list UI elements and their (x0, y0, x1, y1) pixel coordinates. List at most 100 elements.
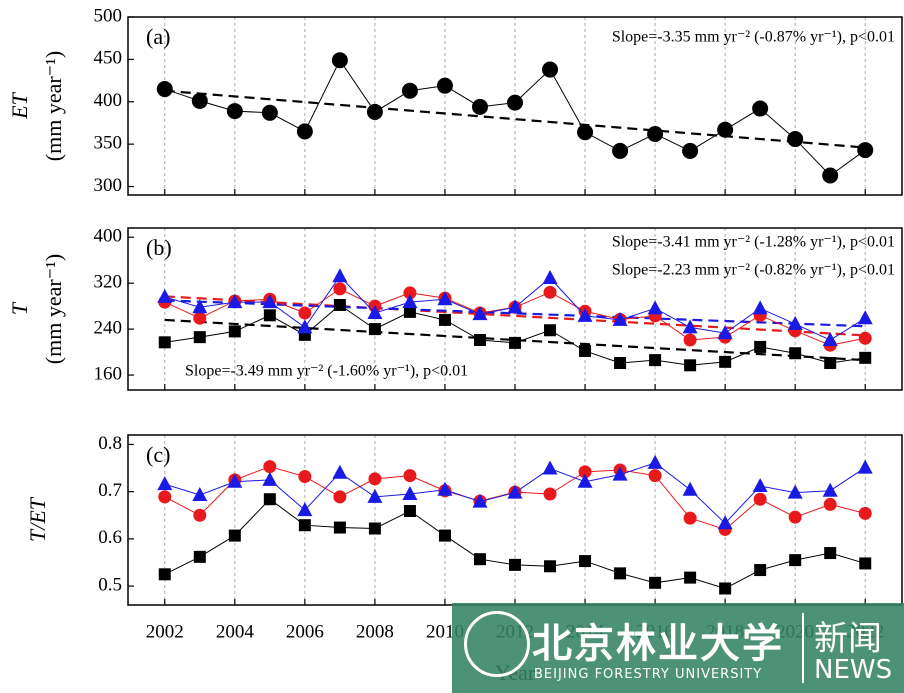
marker (577, 124, 594, 141)
marker (507, 484, 523, 499)
marker (263, 309, 276, 322)
marker (682, 142, 699, 159)
x-tick-label: 2008 (356, 621, 394, 642)
marker (472, 493, 488, 508)
marker (858, 506, 872, 520)
marker (298, 306, 312, 320)
marker (752, 478, 768, 492)
marker (227, 473, 243, 488)
marker (579, 555, 592, 568)
marker (719, 355, 732, 368)
marker (789, 347, 802, 360)
marker (789, 554, 802, 567)
marker (647, 300, 663, 315)
watermark-name: 北京林业大学 (532, 621, 784, 667)
marker (614, 567, 627, 580)
marker (649, 576, 662, 589)
marker (647, 454, 663, 469)
marker (228, 325, 241, 338)
marker (682, 319, 698, 334)
marker (193, 550, 206, 563)
marker (193, 331, 206, 344)
marker (332, 268, 348, 283)
marker (752, 100, 769, 117)
marker (368, 472, 382, 486)
marker (403, 286, 417, 300)
marker (787, 484, 803, 499)
marker (858, 331, 872, 345)
marker (156, 81, 173, 98)
marker (578, 465, 592, 479)
marker (717, 515, 733, 530)
marker (752, 300, 768, 315)
marker (192, 299, 208, 314)
marker (684, 359, 697, 372)
marker (577, 473, 593, 488)
marker (787, 315, 803, 330)
watermark: 北京林业大学 BEIJING FORESTRY UNIVERSITY 新闻 NE… (452, 603, 904, 693)
y-axis-label: T (7, 301, 32, 315)
marker (682, 481, 698, 496)
marker (543, 285, 557, 299)
marker (822, 482, 838, 497)
marker (263, 493, 276, 506)
marker (403, 305, 416, 318)
marker (717, 325, 733, 340)
marker (471, 98, 488, 115)
marker (647, 125, 664, 142)
y-tick-label: 240 (94, 317, 123, 338)
y-tick-label: 500 (94, 5, 123, 26)
marker (191, 92, 208, 109)
marker (859, 351, 872, 364)
marker (368, 522, 381, 535)
annotation: Slope=-3.41 mm yr⁻² (-1.28% yr⁻¹), p<0.0… (612, 234, 895, 251)
trend-line (164, 295, 866, 337)
marker (822, 332, 838, 347)
y-tick-label: 160 (94, 363, 123, 384)
marker (717, 121, 734, 138)
marker (193, 508, 207, 522)
y-tick-label: 300 (94, 175, 123, 196)
marker (297, 319, 313, 334)
marker (542, 460, 558, 475)
marker (753, 492, 767, 506)
marker (297, 502, 313, 517)
marker (754, 564, 767, 577)
y-axis-unit: (mm year⁻¹) (41, 254, 66, 364)
marker (332, 464, 348, 479)
marker (262, 294, 278, 309)
marker (158, 490, 172, 504)
marker (824, 357, 837, 369)
marker (612, 466, 628, 481)
marker (331, 52, 348, 69)
marker (614, 357, 627, 369)
marker (857, 459, 873, 474)
marker (333, 521, 346, 534)
y-axis-label: T/ET (25, 496, 50, 542)
marker (298, 470, 312, 484)
marker (612, 142, 629, 159)
watermark-section: 新闻 (814, 619, 882, 659)
marker (754, 340, 767, 353)
marker (507, 94, 523, 111)
marker (436, 77, 453, 94)
annotation: Slope=-3.49 mm yr⁻² (-1.60% yr⁻¹), p<0.0… (185, 363, 468, 380)
marker (857, 142, 874, 159)
y-axis-unit: (mm year⁻¹) (41, 51, 66, 161)
annotation: Slope=-3.35 mm yr⁻² (-0.87% yr⁻¹), p<0.0… (612, 29, 895, 46)
marker (401, 82, 418, 99)
marker (438, 313, 451, 326)
y-tick-label: 400 (94, 226, 123, 247)
marker (403, 505, 416, 518)
marker (158, 568, 171, 581)
marker (612, 311, 628, 326)
marker (437, 481, 453, 496)
marker (857, 310, 873, 325)
marker (366, 103, 383, 120)
y-tick-label: 0.8 (98, 433, 122, 454)
marker (542, 269, 558, 284)
marker (648, 469, 662, 483)
x-tick-label: 2002 (146, 621, 184, 642)
marker (472, 306, 488, 321)
